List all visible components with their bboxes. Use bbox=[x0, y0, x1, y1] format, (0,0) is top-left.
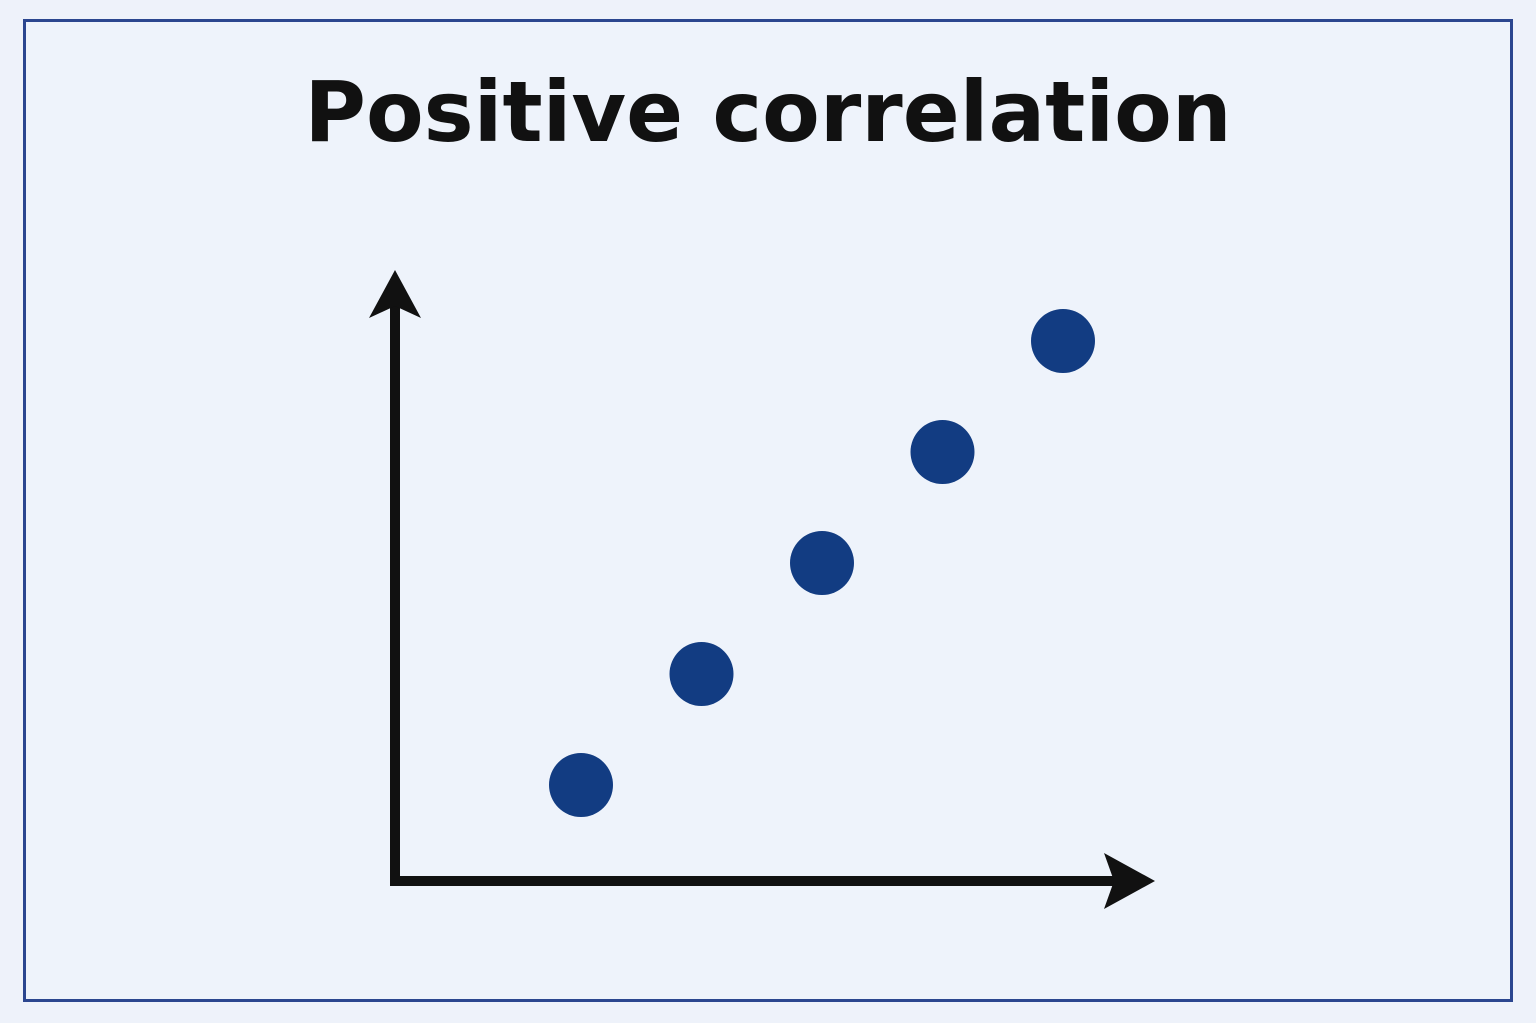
chart-title: Positive correlation bbox=[304, 63, 1232, 161]
x-axis-arrowhead bbox=[1104, 853, 1155, 909]
y-axis-arrowhead bbox=[369, 270, 421, 318]
data-points bbox=[549, 309, 1095, 817]
chart-frame: Positive correlation bbox=[23, 19, 1513, 1002]
x-axis bbox=[390, 853, 1155, 909]
data-point-2 bbox=[669, 642, 734, 706]
data-point-4 bbox=[910, 420, 975, 484]
y-axis bbox=[369, 270, 421, 884]
data-point-3 bbox=[790, 531, 854, 595]
data-point-5 bbox=[1031, 309, 1095, 373]
data-point-1 bbox=[549, 753, 613, 817]
